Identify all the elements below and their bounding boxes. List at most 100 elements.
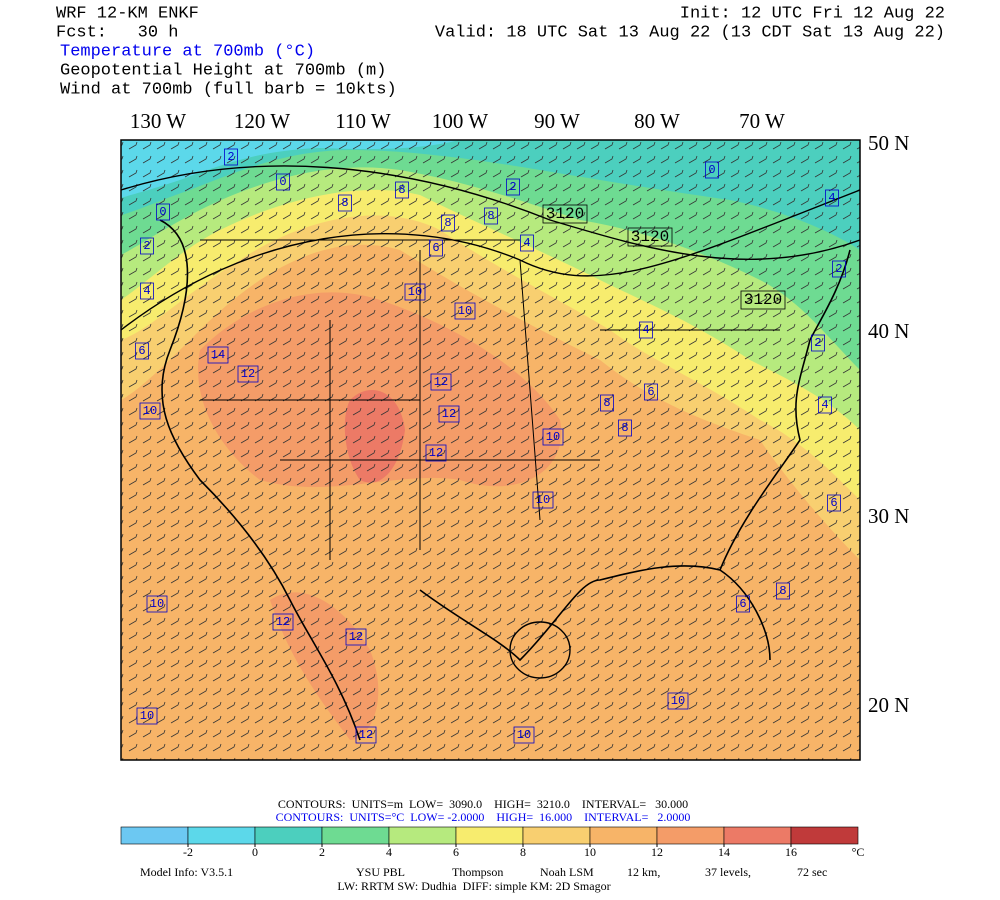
temperature-label: 4 (642, 323, 649, 337)
colorbar-tick-label: 4 (386, 845, 392, 859)
temperature-label-box (454, 302, 476, 320)
height-label-box (542, 204, 588, 224)
map-area (121, 140, 860, 760)
model-info: YSU PBL (356, 865, 405, 879)
temperature-label: 6 (647, 385, 654, 399)
colorbar-segment (790, 826, 859, 845)
temperature-label-box (736, 595, 750, 613)
model-info: Noah LSM (540, 865, 594, 879)
model-info: Model Info: V3.5.1 (140, 865, 233, 879)
colorbar-tick-label: 16 (785, 845, 797, 859)
temperature-label-box (441, 214, 455, 232)
colorbar-tick-label: 10 (584, 845, 596, 859)
temperature-label-box (355, 726, 377, 744)
height-label: 3120 (546, 205, 584, 223)
colorbar-tick-label: 0 (252, 845, 258, 859)
temperature-label-box (825, 189, 839, 207)
longitude-label: 90 W (534, 109, 580, 133)
temperature-label-box (639, 321, 653, 339)
temperature-label-box (705, 161, 719, 179)
longitude-label: 130 W (130, 109, 186, 133)
temperature-label: 2 (835, 262, 842, 276)
longitude-label: 110 W (335, 109, 391, 133)
height-label: 3120 (744, 291, 782, 309)
colorbar-segment (522, 826, 591, 845)
temperature-label: 8 (444, 216, 451, 230)
temperature-label-box (532, 491, 554, 509)
temperature-label: 2 (143, 239, 150, 253)
valid-time: Valid: 18 UTC Sat 13 Aug 22 (13 CDT Sat … (435, 23, 945, 42)
temperature-label: 0 (159, 205, 166, 219)
temperature-label-box (667, 692, 689, 710)
temperature-label-box (156, 203, 170, 221)
temperature-label-box (136, 707, 158, 725)
height-contour-info: CONTOURS: UNITS=m LOW= 3090.0 HIGH= 3210… (278, 797, 688, 811)
field-wind: Wind at 700mb (full barb = 10kts) (60, 80, 397, 99)
temperature-label: 8 (779, 584, 786, 598)
temperature-label-box (438, 405, 460, 423)
temperature-label-box (135, 342, 149, 360)
temperature-label: 10 (458, 304, 472, 318)
physics-info: LW: RRTM SW: Dudhia DIFF: simple KM: 2D … (337, 879, 610, 893)
temperature-label: 10 (143, 404, 157, 418)
temperature-label: 12 (349, 630, 363, 644)
colorbar-tick-label: -2 (183, 845, 193, 859)
temperature-label: 4 (523, 236, 530, 250)
colorbar-segment (254, 826, 323, 845)
temperature-label-box (429, 239, 443, 257)
latitude-label: 40 N (868, 319, 909, 343)
colorbar-segment (589, 826, 658, 845)
temperature-label-box (276, 173, 290, 191)
temperature-label: 4 (143, 284, 150, 298)
borders (200, 239, 780, 560)
temperature-label: 14 (211, 348, 225, 362)
temperature-label-box (506, 178, 520, 196)
temperature-label-box (811, 334, 825, 352)
temperature-label-box (832, 260, 846, 278)
temperature-label-box (338, 194, 352, 212)
field-temperature: Temperature at 700mb (°C) (60, 42, 315, 61)
temperature-label: 10 (150, 597, 164, 611)
colorbar-segment (723, 826, 792, 845)
longitude-label: 80 W (634, 109, 680, 133)
map-frame (120, 139, 861, 761)
temperature-label-box (600, 394, 614, 412)
temperature-label: 8 (603, 396, 610, 410)
temperature-label-box (345, 628, 367, 646)
temperature-label: 8 (341, 196, 348, 210)
colorbar-tick-label: 6 (453, 845, 459, 859)
temperature-label: 6 (138, 344, 145, 358)
temperature-label: 6 (739, 597, 746, 611)
temperature-label: 6 (432, 241, 439, 255)
temperature-label: 10 (671, 694, 685, 708)
colorbar-segment (388, 826, 457, 845)
temperature-label-box (827, 494, 841, 512)
temperature-label-box (395, 181, 409, 199)
temperature-label: 10 (408, 285, 422, 299)
temperature-label: 12 (442, 407, 456, 421)
temperature-label: 10 (140, 709, 154, 723)
temperature-label-box (513, 726, 535, 744)
height-label-box (627, 227, 673, 247)
temperature-contour-info: CONTOURS: UNITS=°C LOW= -2.0000 HIGH= 16… (276, 810, 691, 824)
temperature-label-box (404, 283, 426, 301)
height-contours (121, 165, 860, 331)
temperature-label-box (237, 365, 259, 383)
colorbar-segment (187, 826, 256, 845)
longitude-label: 70 W (739, 109, 785, 133)
temperature-label: 2 (227, 150, 234, 164)
model-info: Thompson (452, 865, 503, 879)
temperature-label: 4 (821, 398, 828, 412)
temperature-label-box (146, 595, 168, 613)
temperature-label-box (484, 207, 498, 225)
latitude-label: 50 N (868, 131, 909, 155)
temperature-label-box (140, 282, 154, 300)
temperature-label: 10 (517, 728, 531, 742)
model-title: WRF 12-KM ENKF (56, 4, 199, 23)
colorbar-segment (656, 826, 725, 845)
height-label-box (740, 290, 786, 310)
temperature-label-box (272, 613, 294, 631)
height-label: 3120 (631, 228, 669, 246)
colorbar-unit: °C (852, 845, 865, 859)
